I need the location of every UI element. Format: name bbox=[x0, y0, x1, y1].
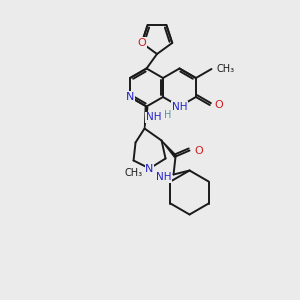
Text: H: H bbox=[164, 110, 171, 119]
Text: CH₃: CH₃ bbox=[217, 64, 235, 74]
Text: NH: NH bbox=[156, 172, 171, 182]
Polygon shape bbox=[145, 107, 148, 128]
Text: NH: NH bbox=[146, 112, 161, 122]
Text: N: N bbox=[126, 92, 134, 102]
Text: NH: NH bbox=[172, 101, 187, 112]
Text: O: O bbox=[137, 38, 146, 48]
Text: CH₃: CH₃ bbox=[124, 169, 142, 178]
Text: O: O bbox=[194, 146, 203, 155]
Polygon shape bbox=[161, 140, 176, 157]
Text: O: O bbox=[215, 100, 224, 110]
Text: N: N bbox=[146, 164, 154, 173]
